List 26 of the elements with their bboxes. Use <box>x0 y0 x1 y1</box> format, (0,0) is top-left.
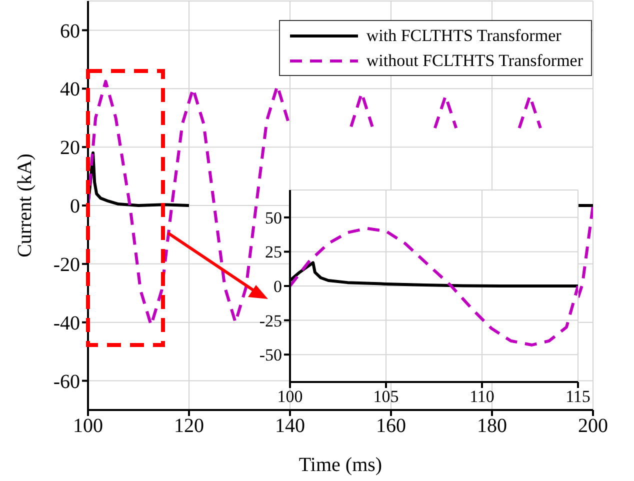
x-tick-label: 100 <box>277 387 303 406</box>
x-tick-label: 115 <box>566 387 590 406</box>
y-tick-label: 40 <box>60 78 80 101</box>
x-axis-title: Time (ms) <box>298 454 382 476</box>
y-tick-label: -50 <box>259 346 282 365</box>
y-tick-label: 25 <box>265 242 282 262</box>
x-tick-label: 105 <box>373 387 399 406</box>
x-tick-label: 160 <box>376 415 406 438</box>
x-tick-label: 140 <box>275 415 305 438</box>
x-tick-label: 100 <box>73 415 103 438</box>
legend-label: without FCLTHTS Transformer <box>366 50 583 70</box>
y-tick-label: 0 <box>70 196 80 218</box>
x-tick-label: 180 <box>477 415 507 438</box>
y-tick-label: -40 <box>53 312 80 334</box>
y-tick-label: 60 <box>60 20 80 42</box>
y-tick-label: -20 <box>53 254 80 276</box>
y-tick-label: 0 <box>274 277 282 296</box>
legend-label: with FCLTHTS Transformer <box>366 26 562 46</box>
y-axis-title: Current (kA) <box>14 154 36 258</box>
x-tick-label: 120 <box>174 415 204 438</box>
x-tick-label: 110 <box>470 387 494 406</box>
y-tick-label: 50 <box>265 208 282 228</box>
x-tick-label: 200 <box>578 415 608 438</box>
y-tick-label: 20 <box>60 137 80 160</box>
y-tick-label: -25 <box>259 311 282 330</box>
y-tick-label: -60 <box>53 370 80 393</box>
